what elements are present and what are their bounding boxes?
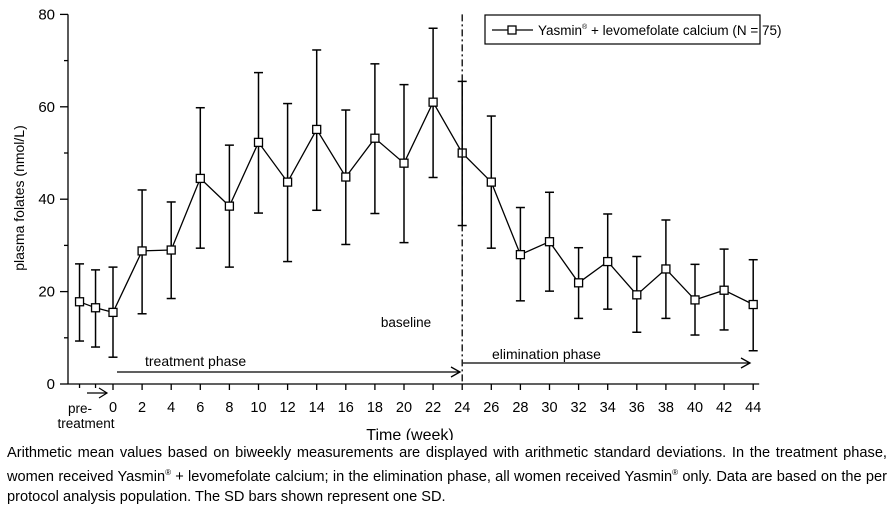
x-tick-label: 28 xyxy=(512,400,528,416)
baseline-label: baseline xyxy=(381,315,431,330)
y-tick-label: 80 xyxy=(38,6,55,23)
x-tick-label: 10 xyxy=(250,400,266,416)
x-tick-label: 44 xyxy=(745,400,761,416)
legend-name: Yasmin xyxy=(538,23,582,38)
caption-reg-2: ® xyxy=(672,468,679,478)
markers xyxy=(74,97,758,318)
x-tick-label: 8 xyxy=(225,400,233,416)
x-tick-label: 16 xyxy=(338,400,354,416)
pre-treatment-label-1: pre- xyxy=(68,401,92,416)
legend-marker xyxy=(507,25,517,35)
data-point xyxy=(195,173,205,184)
treatment-phase-label: treatment phase xyxy=(145,353,246,369)
data-point xyxy=(224,201,235,211)
x-tick-label: 32 xyxy=(571,400,587,416)
legend: Yasmin® + levomefolate calcium (N = 75) xyxy=(484,14,782,45)
x-tick-label: 0 xyxy=(109,400,117,416)
x-tick-label: 34 xyxy=(600,400,616,416)
data-point xyxy=(748,299,758,310)
x-tick-label: 24 xyxy=(454,400,470,416)
data-point xyxy=(90,303,101,313)
x-tick-label: 6 xyxy=(196,400,204,416)
data-point xyxy=(253,137,264,148)
y-axis-label: plasma folates (nmol/L) xyxy=(11,125,27,271)
legend-rest: + levomefolate calcium (N = 75) xyxy=(587,23,781,38)
elimination-phase-arrow xyxy=(463,357,752,369)
data-point xyxy=(544,237,555,247)
x-tick-label: 30 xyxy=(541,400,557,416)
pre-treatment-arrow xyxy=(87,387,109,399)
data-point xyxy=(341,172,351,182)
data-point xyxy=(603,256,613,267)
data-point xyxy=(486,177,496,187)
data-point xyxy=(166,245,176,255)
data-point xyxy=(74,297,85,307)
caption-reg-1: ® xyxy=(165,468,171,478)
figure-caption: Arithmetic mean values based on biweekly… xyxy=(7,444,887,507)
x-tick-label: 2 xyxy=(138,400,146,416)
data-point xyxy=(632,290,642,300)
x-tick-label: 36 xyxy=(629,400,645,416)
x-tick-label: 4 xyxy=(167,400,175,416)
legend-label: Yasmin® + levomefolate calcium (N = 75) xyxy=(538,23,782,38)
data-point xyxy=(719,285,729,295)
x-tick-label: 18 xyxy=(367,400,383,416)
data-point xyxy=(370,133,380,143)
x-tick-label: 12 xyxy=(280,400,296,416)
data-point xyxy=(573,278,584,288)
data-point xyxy=(312,124,322,135)
data-point xyxy=(108,307,118,318)
data-point xyxy=(137,246,147,256)
y-tick-label: 20 xyxy=(38,284,55,301)
data-point xyxy=(428,97,438,107)
data-point xyxy=(399,158,409,168)
error-bars xyxy=(75,27,758,358)
caption-part2: + levomefolate calcium; in the eliminati… xyxy=(170,469,673,486)
treatment-phase-arrow xyxy=(117,366,462,378)
y-tick-label: 0 xyxy=(47,376,55,393)
legend-reg: ® xyxy=(582,23,588,31)
x-tick-label: 22 xyxy=(425,400,441,416)
data-point xyxy=(282,177,293,187)
caption-part1: Arithmetic mean values based on biweekly… xyxy=(7,445,887,486)
series-line xyxy=(79,100,754,314)
data-point xyxy=(515,249,526,260)
y-tick-label: 40 xyxy=(38,191,55,208)
data-point xyxy=(661,264,671,274)
x-tick-label: 14 xyxy=(309,400,325,416)
x-tick-label: 38 xyxy=(658,400,674,416)
x-axis-label: Time (week) xyxy=(366,427,453,440)
caption-part3: only. Data are based on the per protocol… xyxy=(7,469,887,505)
axes xyxy=(60,13,760,390)
x-tick-label: 26 xyxy=(483,400,499,416)
data-point xyxy=(690,295,700,305)
x-tick-label: 40 xyxy=(687,400,703,416)
x-tick-label: 20 xyxy=(396,400,412,416)
pre-treatment-label-2: treatment xyxy=(57,416,114,431)
y-tick-label: 60 xyxy=(38,99,55,116)
elimination-phase-label: elimination phase xyxy=(492,346,601,362)
x-tick-label: 42 xyxy=(716,400,732,416)
